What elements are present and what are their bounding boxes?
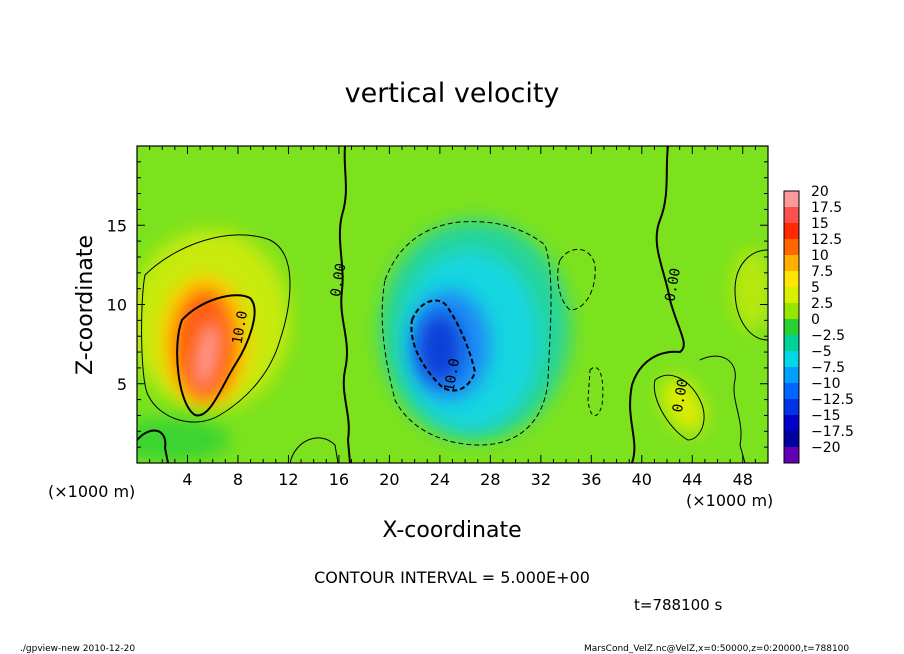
right-edge-updraft xyxy=(732,250,768,330)
footer-left: ./gpview-new 2010-12-20 xyxy=(20,644,135,654)
contour-zero-left xyxy=(338,146,351,463)
contour-label: 0.00 xyxy=(670,378,692,414)
colorbar-swatch xyxy=(784,447,799,464)
x-tick-label: 20 xyxy=(379,470,399,489)
x-tick-label: 28 xyxy=(480,470,500,489)
colorbar-label: 17.5 xyxy=(811,200,842,216)
colorbar-label: 20 xyxy=(811,184,829,200)
x-tick-label: 44 xyxy=(682,470,702,489)
low-field xyxy=(137,418,230,462)
colorbar: 2017.51512.5107.552.50−2.5−5−7.5−10−12.5… xyxy=(783,184,854,464)
colorbar-swatch xyxy=(784,303,799,320)
y-tick-label: 15 xyxy=(107,216,127,235)
colorbar-label: 0 xyxy=(811,312,820,328)
contour-neg-five-right xyxy=(557,248,596,311)
x-axis: 4 8 12 16 20 24 28 32 36 40 44 48 xyxy=(149,146,756,489)
contour-label: 0.00 xyxy=(328,262,350,298)
colorbar-label: −17.5 xyxy=(811,424,854,440)
x-unit-right: (×1000 m) xyxy=(686,491,773,510)
colorbar-swatch xyxy=(784,239,799,256)
colorbar-swatch xyxy=(784,351,799,368)
x-tick-label: 4 xyxy=(182,470,192,489)
contour-ten-updraft xyxy=(176,294,256,417)
y-axis-label: Z-coordinate xyxy=(73,235,98,375)
colorbar-swatch xyxy=(784,399,799,416)
colorbar-label: −15 xyxy=(811,408,841,424)
contour-five-right xyxy=(653,374,705,441)
downdraft-core xyxy=(418,313,462,383)
colorbar-label: −12.5 xyxy=(811,392,854,408)
contours xyxy=(137,146,768,463)
chart-title: vertical velocity xyxy=(345,78,560,109)
colorbar-swatch xyxy=(784,207,799,224)
colorbar-swatch xyxy=(784,191,799,208)
colorbar-label: 2.5 xyxy=(811,296,833,312)
contour-label: 0.00 xyxy=(662,267,684,303)
right-updraft xyxy=(661,377,705,433)
colorbar-label: 5 xyxy=(811,280,820,296)
colorbar-swatch xyxy=(784,367,799,384)
colorbar-swatch xyxy=(784,271,799,288)
colorbar-label: −10 xyxy=(811,376,841,392)
heatmap xyxy=(137,146,768,463)
contour-neg-five xyxy=(381,221,552,446)
contour-bottom-mid xyxy=(289,437,339,463)
x-tick-label: 32 xyxy=(531,470,551,489)
contour-zero-right-lower xyxy=(699,355,746,463)
footer-right: MarsCond_VelZ.nc@VelZ,x=0:50000,z=0:2000… xyxy=(584,644,849,654)
colorbar-label: 10 xyxy=(811,248,829,264)
contour-five-right-edge xyxy=(734,249,768,341)
x-tick-label: 48 xyxy=(733,470,753,489)
contour-neg-ten xyxy=(410,299,477,392)
colorbar-label: 12.5 xyxy=(811,232,842,248)
time-label: t=788100 s xyxy=(634,596,722,614)
colorbar-swatch xyxy=(784,287,799,304)
colorbar-frame xyxy=(783,190,800,464)
colorbar-swatch xyxy=(784,383,799,400)
contour-neg-small xyxy=(587,367,604,417)
x-tick-label: 24 xyxy=(430,470,450,489)
x-axis-label: X-coordinate xyxy=(382,518,521,543)
colorbar-label: −2.5 xyxy=(811,328,845,344)
contour-bottom-left xyxy=(137,429,169,463)
colorbar-swatch xyxy=(784,431,799,448)
x-tick-label: 40 xyxy=(632,470,652,489)
x-unit-left: (×1000 m) xyxy=(48,482,135,501)
colorbar-label: −7.5 xyxy=(811,360,845,376)
colorbar-swatch xyxy=(784,415,799,432)
y-tick-label: 5 xyxy=(117,375,127,394)
y-axis: 5 10 15 xyxy=(107,161,768,448)
colorbar-swatch xyxy=(784,335,799,352)
contour-zero-right xyxy=(629,146,685,463)
contour-label: 10.0 xyxy=(230,310,252,346)
contour-interval: CONTOUR INTERVAL = 5.000E+00 xyxy=(314,568,590,587)
colorbar-label: 7.5 xyxy=(811,264,833,280)
colorbar-label: 15 xyxy=(811,216,829,232)
colorbar-label: −5 xyxy=(811,344,832,360)
x-tick-label: 8 xyxy=(233,470,243,489)
x-tick-label: 16 xyxy=(329,470,349,489)
colorbar-swatch xyxy=(784,319,799,336)
x-tick-label: 36 xyxy=(581,470,601,489)
colorbar-label: −20 xyxy=(811,440,841,456)
updraft-core xyxy=(194,320,220,390)
contour-label: 10.0 xyxy=(442,357,464,393)
contour-labels: 10.0 0.00 10.0 0.00 0.00 xyxy=(230,262,692,414)
colorbar-swatch xyxy=(784,255,799,272)
colorbar-swatch xyxy=(784,223,799,240)
y-tick-label: 10 xyxy=(107,296,127,315)
x-tick-label: 12 xyxy=(278,470,298,489)
